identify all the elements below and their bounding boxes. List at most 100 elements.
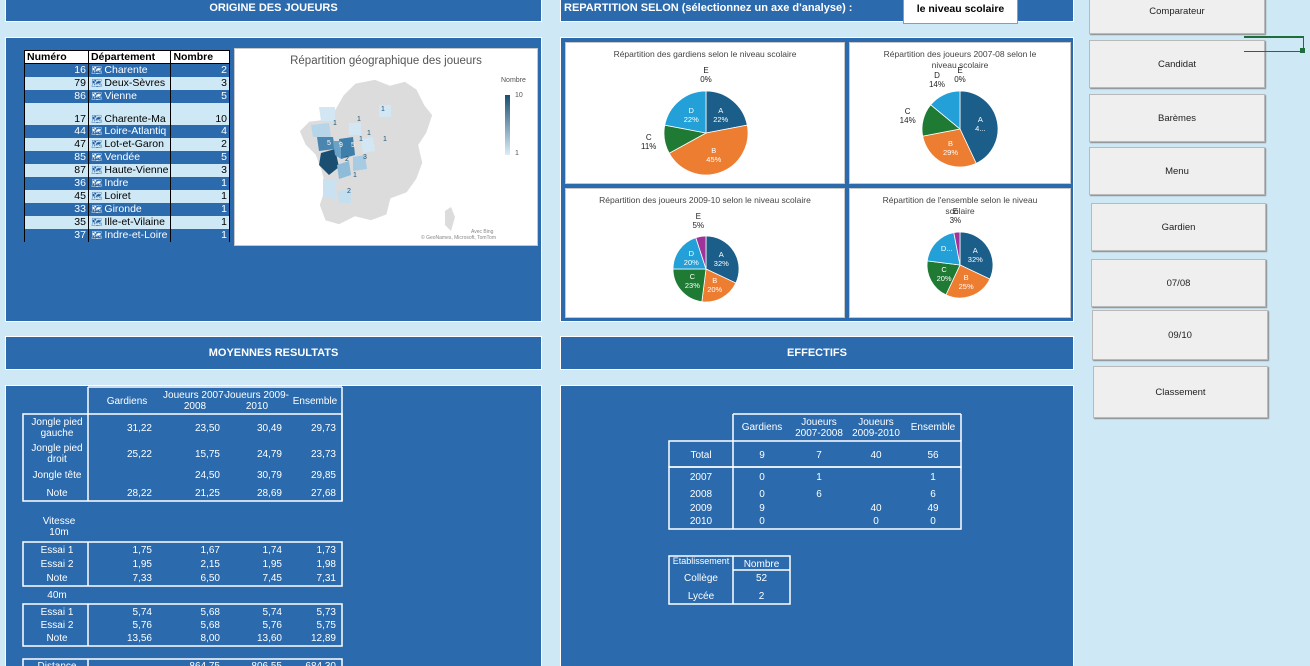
- origine-cell-departement[interactable]: 🗺 Loire-Atlantiq: [87, 124, 172, 138]
- origine-cell-nombre[interactable]: 10: [170, 102, 230, 125]
- origine-cell-nombre[interactable]: 3: [170, 163, 230, 177]
- baremes-button[interactable]: Barèmes: [1089, 94, 1265, 142]
- origine-cell-departement[interactable]: 🗺 Loiret: [87, 189, 172, 203]
- origine-row[interactable]: 79 🗺 Deux-Sèvres 3: [24, 76, 230, 90]
- origine-cell-departement[interactable]: 🗺 Ille-et-Vilaine: [87, 215, 172, 229]
- effectifs-cell: 9: [759, 449, 765, 461]
- origine-cell-numero[interactable]: 44: [24, 124, 89, 138]
- effectifs-col-header: Ensemble: [910, 422, 956, 433]
- moyennes-col-header: Joueurs 2009-2010: [225, 390, 289, 412]
- pie-data-label-D: D 14%: [928, 71, 945, 90]
- origine-cell-numero[interactable]: 45: [24, 189, 89, 203]
- origine-cell-departement[interactable]: 🗺 Gironde: [87, 202, 172, 216]
- origine-cell-nombre[interactable]: 4: [170, 124, 230, 138]
- pie-slice-E[interactable]: [695, 235, 707, 270]
- pie-slice-A[interactable]: [705, 90, 748, 134]
- origine-cell-numero[interactable]: 17: [24, 102, 89, 125]
- pie-chart-3[interactable]: Répartition des joueurs 2009-10 selon le…: [565, 188, 845, 318]
- origine-row[interactable]: 44 🗺 Loire-Atlantiq 4: [24, 124, 230, 138]
- origine-cell-numero[interactable]: 33: [24, 202, 89, 216]
- origine-row[interactable]: 47 🗺 Lot-et-Garon 2: [24, 137, 230, 151]
- origine-cell-numero[interactable]: 47: [24, 137, 89, 151]
- moyennes-col-header: Gardiens: [106, 395, 148, 407]
- origine-cell-departement[interactable]: 🗺 Charente-Ma: [87, 102, 172, 125]
- pie-slice-C[interactable]: [926, 260, 961, 296]
- pie-title: Répartition de l'ensemble selon le nivea…: [882, 195, 1038, 216]
- origine-cell-nombre[interactable]: 1: [170, 202, 230, 216]
- origine-row[interactable]: 85 🗺 Vendée 5: [24, 150, 230, 164]
- pie-slice-A[interactable]: [959, 231, 994, 280]
- pie-slice-B[interactable]: [668, 124, 749, 176]
- menu-button[interactable]: Menu: [1089, 147, 1265, 195]
- moyennes-row-label: Jongle pied gauche: [31, 417, 83, 439]
- origine-cell-nombre[interactable]: 1: [170, 176, 230, 190]
- origine-cell-nombre[interactable]: 1: [170, 228, 230, 242]
- axis-selector-cell[interactable]: le niveau scolaire: [903, 0, 1018, 24]
- origine-cell-departement[interactable]: 🗺 Vienne: [87, 89, 172, 103]
- moyennes-cell: 28,22: [126, 487, 152, 499]
- pie-slice-A[interactable]: [705, 235, 740, 284]
- origine-row[interactable]: 86 🗺 Vienne 5: [24, 89, 230, 103]
- pie-chart-2[interactable]: Répartition des joueurs 2007-08 selon le…: [849, 42, 1071, 184]
- pie-chart-4[interactable]: Répartition de l'ensemble selon le nivea…: [849, 188, 1071, 318]
- pie-slice-B[interactable]: [945, 264, 991, 299]
- pie-slice-D[interactable]: [926, 232, 961, 266]
- pie-slice-B[interactable]: [922, 128, 977, 168]
- pie-slice-B[interactable]: [701, 268, 737, 303]
- moyennes-cell: 25,22: [126, 448, 152, 460]
- origine-row[interactable]: 87 🗺 Haute-Vienne 3: [24, 163, 230, 177]
- origine-cell-numero[interactable]: 85: [24, 150, 89, 164]
- origine-cell-departement[interactable]: 🗺 Vendée: [87, 150, 172, 164]
- origine-cell-nombre[interactable]: 2: [170, 63, 230, 77]
- season-0910-button[interactable]: 09/10: [1092, 310, 1268, 360]
- origine-cell-departement[interactable]: 🗺 Indre: [87, 176, 172, 190]
- origine-cell-numero[interactable]: 35: [24, 215, 89, 229]
- origine-cell-numero[interactable]: 36: [24, 176, 89, 190]
- origine-cell-nombre[interactable]: 2: [170, 137, 230, 151]
- origine-cell-departement[interactable]: 🗺 Indre-et-Loire: [87, 228, 172, 242]
- gardien-button[interactable]: Gardien: [1091, 203, 1266, 251]
- pie-data-label-A: A 22%: [713, 106, 729, 125]
- origine-row[interactable]: 17 🗺 Charente-Ma 10: [24, 102, 230, 125]
- pie-slice-C[interactable]: [672, 268, 707, 303]
- origine-cell-departement[interactable]: 🗺 Charente: [87, 63, 172, 77]
- origine-row[interactable]: 33 🗺 Gironde 1: [24, 202, 230, 216]
- origine-row[interactable]: 37 🗺 Indre-et-Loire 1: [24, 228, 230, 242]
- origine-cell-numero[interactable]: 16: [24, 63, 89, 77]
- origine-row[interactable]: 36 🗺 Indre 1: [24, 176, 230, 190]
- origine-row[interactable]: 45 🗺 Loiret 1: [24, 189, 230, 203]
- pie-slice-D[interactable]: [930, 90, 961, 130]
- effectifs-cell: 1: [930, 471, 936, 483]
- origine-cell-nombre[interactable]: 3: [170, 76, 230, 90]
- effectifs-panel: Gardiens Joueurs 2007-2008 Joueurs 2009-20…: [560, 385, 1074, 666]
- moyennes-cell: [98, 660, 152, 666]
- origine-cell-numero[interactable]: 79: [24, 76, 89, 90]
- origine-cell-nombre[interactable]: 5: [170, 89, 230, 103]
- origine-cell-departement[interactable]: 🗺 Lot-et-Garon: [87, 137, 172, 151]
- pie-slice-D[interactable]: [672, 237, 707, 270]
- pie-chart-1[interactable]: Répartition des gardiens selon le niveau…: [565, 42, 845, 184]
- origine-row[interactable]: 16 🗺 Charente 2: [24, 63, 230, 77]
- comparateur-button[interactable]: Comparateur: [1089, 0, 1265, 34]
- origine-dept-name: Indre-et-Loire: [104, 229, 168, 241]
- origine-cell-numero[interactable]: 87: [24, 163, 89, 177]
- origine-cell-numero[interactable]: 37: [24, 228, 89, 242]
- origine-cell-nombre[interactable]: 1: [170, 215, 230, 229]
- origine-cell-nombre[interactable]: 5: [170, 150, 230, 164]
- moyennes-cell: 29,85: [310, 469, 336, 481]
- origine-cell-nombre[interactable]: 1: [170, 189, 230, 203]
- origine-cell-departement[interactable]: 🗺 Deux-Sèvres: [87, 76, 172, 90]
- classement-button[interactable]: Classement: [1093, 366, 1268, 418]
- moyennes-row-label: Essai 2: [40, 559, 74, 570]
- origine-cell-numero[interactable]: 86: [24, 89, 89, 103]
- pie-slice-E[interactable]: [953, 231, 961, 266]
- pie-slice-A[interactable]: [959, 90, 999, 164]
- candidat-button[interactable]: Candidat: [1089, 40, 1265, 88]
- origine-cell-departement[interactable]: 🗺 Haute-Vienne: [87, 163, 172, 177]
- origine-row[interactable]: 35 🗺 Ille-et-Vilaine 1: [24, 215, 230, 229]
- season-0708-button[interactable]: 07/08: [1091, 259, 1266, 307]
- moyennes-cell: 5,68: [200, 620, 220, 631]
- excel-fill-handle[interactable]: [1300, 48, 1305, 53]
- pie-slice-D[interactable]: [664, 90, 707, 134]
